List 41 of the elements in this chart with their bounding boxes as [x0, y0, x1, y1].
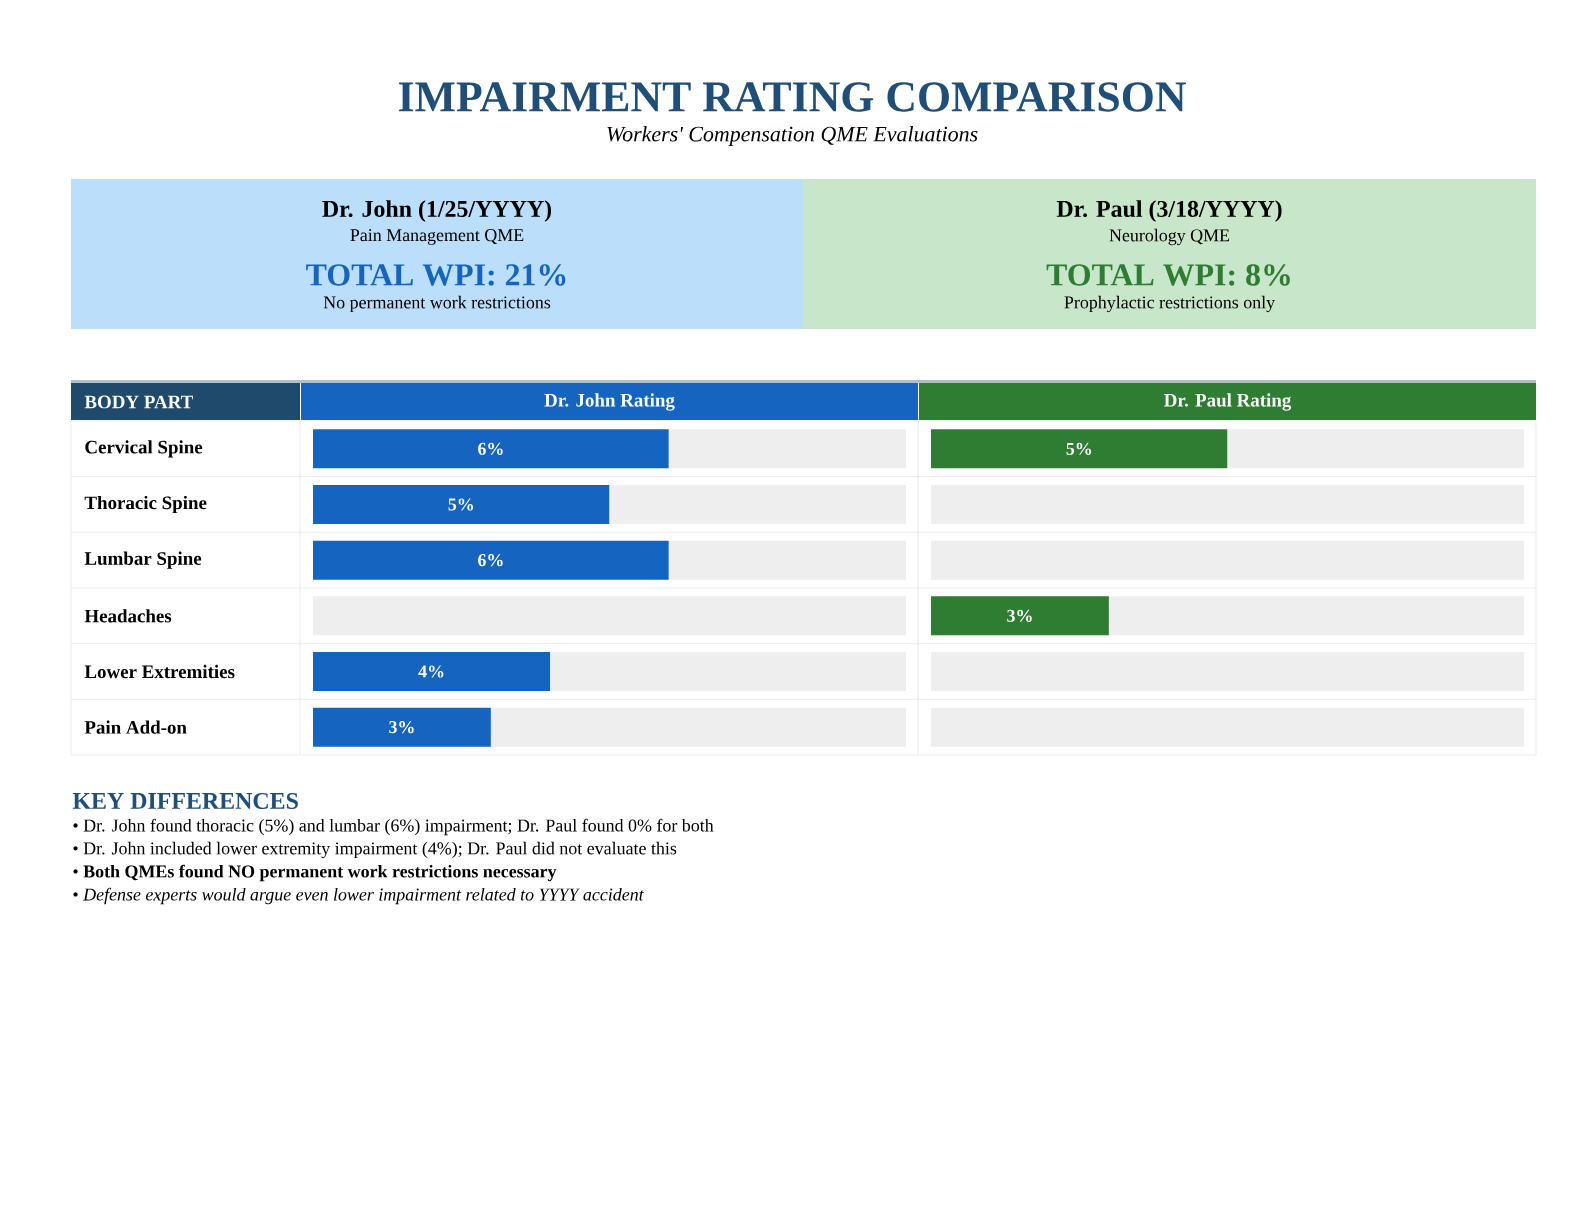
bar [313, 429, 669, 469]
text: Pain Management QME [350, 229, 524, 245]
y-axis-title: BODY PART [84, 395, 193, 409]
data-label: 5% [448, 498, 474, 511]
chart-title: Dr. Paul Rating [1164, 393, 1292, 411]
y-tick-label: Lumbar Spine [84, 551, 202, 569]
y-tick-label: Headaches [84, 609, 172, 623]
bar [490, 707, 907, 747]
bar [668, 540, 907, 580]
text: Neurology QME [1109, 228, 1230, 246]
data-label: 6% [478, 442, 503, 455]
text: No permanent work restrictions [323, 295, 551, 313]
y-tick-label: Cervical Spine [85, 440, 203, 458]
bar [313, 540, 669, 580]
text: • Defense experts would argue even lower impairment related to YYYY accident [73, 887, 645, 905]
bar [313, 707, 491, 747]
data-label: 6% [478, 554, 503, 567]
text: • Dr. John included lower extremity impairment (4%); Dr. Paul did not evaluate this [73, 841, 677, 859]
text: Dr. Paul (3/18/YYYY) [1056, 200, 1282, 222]
data-label: 3% [1007, 609, 1032, 622]
y-tick-label: Pain Add-on [84, 720, 187, 734]
text: • Dr. John found thoracic (5%) and lumbar (6%) impairment; Dr. Paul found 0% for both [73, 818, 714, 836]
bar [668, 429, 907, 469]
data-label: 4% [418, 665, 444, 678]
text: Dr. John (1/25/YYYY) [322, 200, 552, 222]
chart-title: Dr. John Rating [544, 393, 675, 411]
bar [550, 651, 907, 691]
text: TOTAL WPI: 8% [1046, 264, 1290, 286]
bar [313, 484, 610, 524]
text: IMPAIRMENT RATING COMPARISON [398, 82, 1186, 112]
data-label: 5% [1066, 442, 1092, 455]
y-tick-label: Thoracic Spine [84, 495, 207, 514]
text: KEY DIFFERENCES [72, 792, 298, 809]
text: Prophylactic restrictions only [1064, 295, 1276, 313]
text: TOTAL WPI: 21% [306, 264, 566, 286]
text: • Both QMEs found NO permanent work restrictions necessary [73, 864, 557, 882]
text: Workers' Compensation QME Evaluations [607, 126, 978, 146]
bar [313, 651, 551, 691]
data-label: 3% [389, 721, 414, 734]
bar [609, 484, 907, 524]
y-tick-label: Lower Extremities [84, 664, 235, 679]
